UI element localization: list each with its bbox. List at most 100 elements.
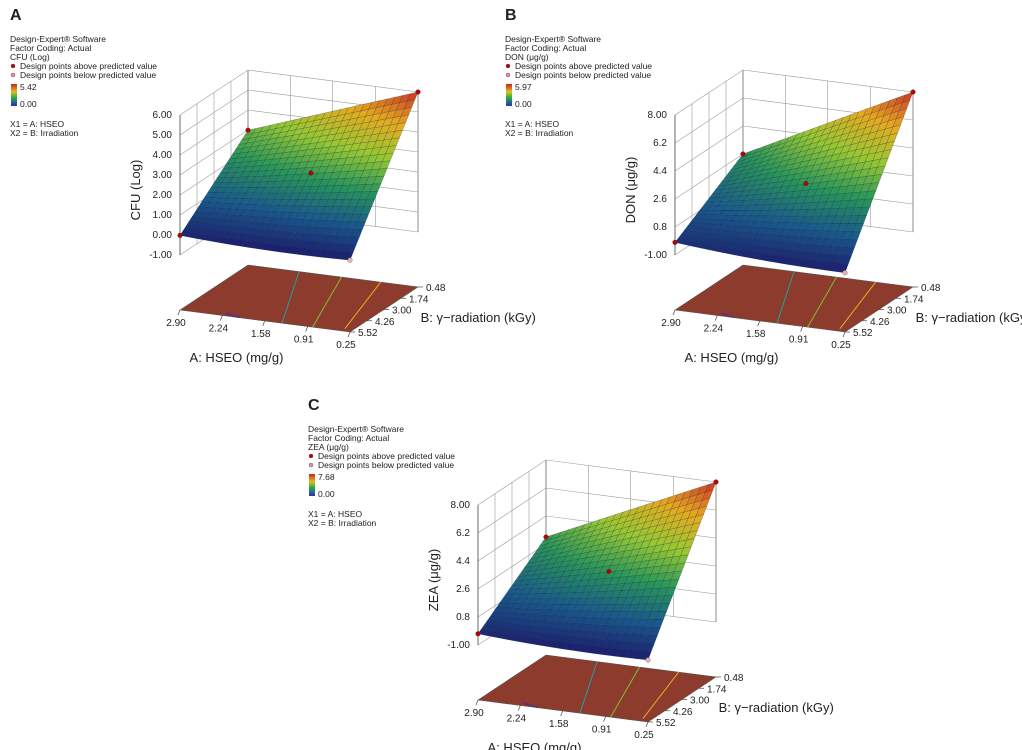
tick-mark bbox=[305, 326, 308, 332]
response-note: ZEA (μg/g) bbox=[308, 442, 349, 452]
tick-mark bbox=[262, 320, 266, 327]
design-point bbox=[177, 232, 183, 238]
floor-contour bbox=[776, 271, 795, 324]
colorbar-min: 0.00 bbox=[20, 99, 37, 109]
x-tick-label: 1.58 bbox=[746, 329, 766, 340]
y-tick-label: 4.26 bbox=[673, 707, 693, 718]
panel-letter: A bbox=[10, 7, 22, 24]
legend-marker bbox=[505, 63, 511, 69]
x-tick-label: 0.91 bbox=[789, 335, 809, 346]
z-tick-label: 8.00 bbox=[451, 500, 471, 511]
legend-marker bbox=[308, 462, 314, 468]
x-tick-label: 1.58 bbox=[251, 329, 271, 340]
design-point bbox=[645, 657, 651, 663]
legend-label: Design points above predicted value bbox=[515, 61, 652, 71]
floor-contour bbox=[281, 271, 300, 324]
colorbar-max: 5.42 bbox=[20, 82, 37, 92]
x-tick-label: 2.90 bbox=[661, 318, 681, 329]
colorbar-max: 7.68 bbox=[318, 472, 335, 482]
tick-mark bbox=[347, 331, 351, 338]
x-tick-label: 2.90 bbox=[464, 708, 484, 719]
floor-contour bbox=[225, 312, 240, 319]
y-tick-label: 4.26 bbox=[870, 317, 890, 328]
floor-contour bbox=[720, 312, 735, 319]
z-tick-label: 3.00 bbox=[153, 170, 173, 181]
y-tick-label: 0.48 bbox=[426, 283, 446, 294]
design-point bbox=[475, 631, 481, 637]
z-tick-label: 4.4 bbox=[653, 166, 667, 177]
software-note: Design-Expert® Software bbox=[10, 34, 106, 44]
y-tick-label: 5.52 bbox=[358, 328, 378, 339]
x-tick-label: 2.90 bbox=[166, 318, 186, 329]
tick-mark bbox=[220, 315, 223, 321]
software-note: Design-Expert® Software bbox=[505, 34, 601, 44]
colorbar bbox=[506, 84, 512, 106]
floor-contour bbox=[807, 276, 837, 328]
y-axis-title: B: γ−radiation (kGy) bbox=[421, 310, 536, 325]
floor-contour bbox=[610, 666, 640, 718]
colorbar bbox=[309, 474, 315, 496]
coding-note: Factor Coding: Actual bbox=[505, 43, 586, 53]
y-tick-label: 5.52 bbox=[853, 328, 873, 339]
tick-mark bbox=[757, 320, 761, 327]
design-point bbox=[672, 239, 678, 245]
tick-mark bbox=[475, 699, 479, 706]
z-tick-label: -1.00 bbox=[149, 250, 172, 261]
design-point bbox=[543, 534, 549, 540]
legend-marker bbox=[505, 72, 511, 78]
tick-mark bbox=[560, 710, 564, 717]
coding-note: Factor Coding: Actual bbox=[308, 433, 389, 443]
panel-letter: B bbox=[505, 7, 517, 24]
z-tick-label: 0.00 bbox=[153, 230, 173, 241]
z-tick-label: 5.00 bbox=[153, 130, 173, 141]
factor-note: X2 = B: Irradiation bbox=[10, 128, 79, 138]
tick-mark bbox=[800, 326, 803, 332]
z-tick-label: 2.6 bbox=[653, 194, 667, 205]
x-axis-title: A: HSEO (mg/g) bbox=[685, 350, 779, 365]
z-tick-label: 4.4 bbox=[456, 556, 470, 567]
y-axis-title: B: γ−radiation (kGy) bbox=[916, 310, 1022, 325]
z-tick-label: -1.00 bbox=[644, 250, 667, 261]
floor-contour bbox=[344, 281, 381, 329]
x-tick-label: 0.25 bbox=[634, 730, 654, 741]
z-tick-label: 1.00 bbox=[153, 210, 173, 221]
design-point bbox=[910, 89, 916, 95]
tick-mark bbox=[715, 315, 718, 321]
y-tick-label: 1.74 bbox=[904, 294, 924, 305]
design-point bbox=[803, 180, 809, 187]
colorbar bbox=[11, 84, 17, 106]
x-tick-label: 0.25 bbox=[831, 340, 851, 351]
floor-contour bbox=[312, 276, 342, 328]
z-axis-title: DON (μg/g) bbox=[623, 157, 638, 224]
design-point bbox=[713, 479, 719, 485]
tick-mark bbox=[842, 331, 846, 338]
floor-contour bbox=[839, 281, 876, 329]
y-axis-title: B: γ−radiation (kGy) bbox=[719, 700, 834, 715]
factor-note: X1 = A: HSEO bbox=[505, 119, 559, 129]
legend-marker bbox=[10, 63, 16, 69]
design-point bbox=[842, 270, 848, 276]
x-tick-label: 1.58 bbox=[549, 719, 569, 730]
y-tick-label: 1.74 bbox=[409, 294, 429, 305]
x-tick-label: 2.24 bbox=[209, 323, 229, 334]
factor-note: X2 = B: Irradiation bbox=[505, 128, 574, 138]
z-tick-label: 4.00 bbox=[153, 150, 173, 161]
tick-mark bbox=[518, 705, 521, 711]
y-tick-label: 5.52 bbox=[656, 718, 676, 729]
colorbar-max: 5.97 bbox=[515, 82, 532, 92]
y-tick-label: 0.48 bbox=[724, 673, 744, 684]
z-tick-label: 0.8 bbox=[653, 222, 667, 233]
z-tick-label: 2.00 bbox=[153, 190, 173, 201]
coding-note: Factor Coding: Actual bbox=[10, 43, 91, 53]
z-tick-label: 2.6 bbox=[456, 584, 470, 595]
y-tick-label: 0.48 bbox=[921, 283, 941, 294]
design-point bbox=[740, 151, 746, 157]
factor-note: X1 = A: HSEO bbox=[308, 509, 362, 519]
z-axis-title: ZEA (μg/g) bbox=[426, 549, 441, 611]
z-tick-label: 6.2 bbox=[653, 138, 667, 149]
y-tick-label: 3.00 bbox=[887, 306, 907, 317]
response-note: CFU (Log) bbox=[10, 52, 50, 62]
